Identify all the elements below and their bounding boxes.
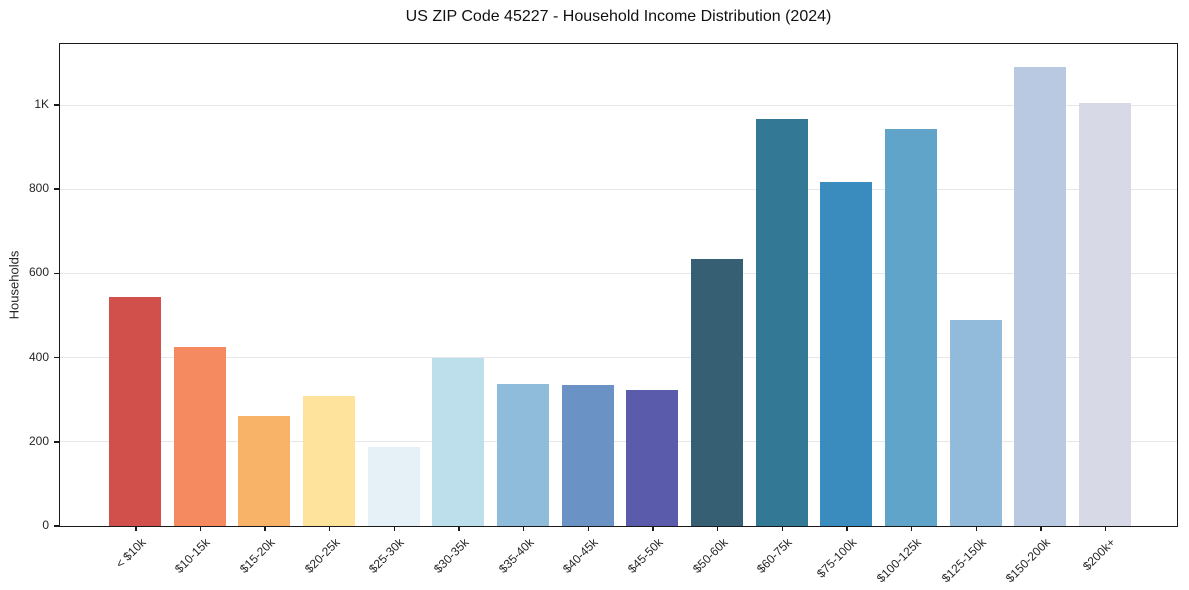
bar-60-75k bbox=[755, 118, 808, 526]
x-tick-mark bbox=[846, 526, 848, 531]
x-tick-label: $50-60k bbox=[689, 535, 731, 576]
gridline bbox=[60, 441, 1177, 443]
bar-slot: < $10k bbox=[109, 44, 161, 571]
bar-40-45k bbox=[561, 385, 614, 526]
bar-20-25k bbox=[302, 395, 355, 526]
x-tick-label: $150-200k bbox=[1003, 535, 1054, 586]
bar-200k bbox=[1078, 102, 1131, 526]
x-tick-mark bbox=[716, 526, 719, 531]
gridline bbox=[60, 104, 1177, 106]
bar-slot: $50-60k bbox=[690, 44, 743, 576]
y-tick-label: 0 bbox=[42, 518, 49, 532]
y-tick-mark bbox=[54, 356, 60, 359]
bar-75-100k bbox=[820, 181, 873, 526]
bar-slot: $60-75k bbox=[754, 44, 808, 576]
x-tick-mark bbox=[587, 526, 590, 531]
bar-slot: $45-50k bbox=[625, 44, 679, 576]
bar-10k bbox=[109, 296, 161, 526]
x-tick-mark bbox=[975, 526, 978, 531]
bar-slot: $20-25k bbox=[302, 44, 355, 576]
x-tick-label: $25-30k bbox=[366, 535, 407, 576]
y-tick-label: 800 bbox=[28, 181, 49, 196]
bar-slot: $125-150k bbox=[939, 44, 1002, 585]
y-tick-mark bbox=[54, 188, 60, 190]
x-tick-label: $125-150k bbox=[938, 535, 989, 586]
bar-15-20k bbox=[238, 415, 291, 526]
x-tick-label: $15-20k bbox=[236, 535, 278, 576]
x-tick-mark bbox=[1104, 526, 1107, 531]
x-tick-mark bbox=[199, 526, 202, 531]
x-tick-label: < $10k bbox=[112, 535, 149, 571]
x-tick-label: $200k+ bbox=[1080, 535, 1119, 574]
y-tick-label: 600 bbox=[28, 265, 49, 280]
bar-45-50k bbox=[626, 390, 679, 526]
bar-slot: $25-30k bbox=[366, 44, 420, 576]
bar-35-40k bbox=[496, 384, 549, 526]
bar-10-15k bbox=[173, 347, 226, 526]
y-tick-mark bbox=[54, 525, 60, 527]
x-tick-label: $45-50k bbox=[624, 535, 666, 576]
x-tick-label: $75-100k bbox=[814, 535, 860, 581]
x-tick-mark bbox=[522, 526, 525, 531]
x-tick-label: $20-25k bbox=[301, 535, 343, 576]
bar-slot: $100-125k bbox=[874, 44, 937, 585]
gridline bbox=[60, 188, 1177, 190]
x-tick-mark bbox=[328, 526, 331, 531]
x-tick-mark bbox=[135, 526, 137, 531]
bar-100-125k bbox=[884, 128, 937, 526]
bars-container: < $10k $10-15k $15-20k $20-25k $25-30k $30-35… bbox=[60, 44, 1177, 585]
y-axis-label: Households bbox=[6, 250, 22, 320]
bar-slot: $35-40k bbox=[496, 44, 549, 576]
bar-slot: $15-20k bbox=[237, 44, 291, 576]
chart-title: US ZIP Code 45227 - Household Income Dis… bbox=[405, 8, 832, 25]
bar-150-200k bbox=[1014, 67, 1067, 526]
bar-50-60k bbox=[690, 258, 743, 526]
bar-slot: $150-200k bbox=[1003, 44, 1067, 585]
x-tick-mark bbox=[393, 526, 396, 531]
bar-slot: $40-45k bbox=[560, 44, 614, 576]
x-tick-mark bbox=[1040, 526, 1042, 531]
x-tick-label: $60-75k bbox=[754, 535, 795, 576]
y-tick-label: 200 bbox=[28, 433, 49, 448]
y-tick-label: 1K bbox=[34, 97, 49, 112]
x-tick-mark bbox=[910, 526, 913, 531]
bar-125-150k bbox=[949, 319, 1002, 526]
bar-25-30k bbox=[367, 447, 420, 526]
x-tick-label: $35-40k bbox=[495, 535, 537, 576]
x-tick-label: $10-15k bbox=[172, 535, 213, 576]
bar-30-35k bbox=[432, 357, 485, 526]
x-tick-mark bbox=[264, 526, 266, 531]
y-tick-mark bbox=[54, 104, 60, 106]
y-tick-mark bbox=[54, 441, 60, 443]
bar-slot: $75-100k bbox=[814, 44, 873, 581]
gridline bbox=[60, 357, 1177, 359]
bar-slot: $10-15k bbox=[172, 44, 226, 576]
x-tick-label: $30-35k bbox=[430, 535, 472, 576]
x-tick-mark bbox=[458, 526, 460, 531]
bar-slot: $200k+ bbox=[1078, 44, 1131, 573]
bar-slot: $30-35k bbox=[431, 44, 485, 576]
x-tick-mark bbox=[781, 526, 784, 531]
y-tick-mark bbox=[54, 272, 60, 275]
x-tick-mark bbox=[652, 526, 654, 531]
y-tick-label: 400 bbox=[28, 349, 49, 364]
plot-area: 0 200 400 600 800 1K < $10k $10-15k $15-20k $20-… bbox=[29, 43, 1178, 585]
gridline bbox=[60, 272, 1177, 274]
x-tick-label: $100-125k bbox=[874, 535, 925, 586]
x-tick-label: $40-45k bbox=[560, 535, 601, 576]
